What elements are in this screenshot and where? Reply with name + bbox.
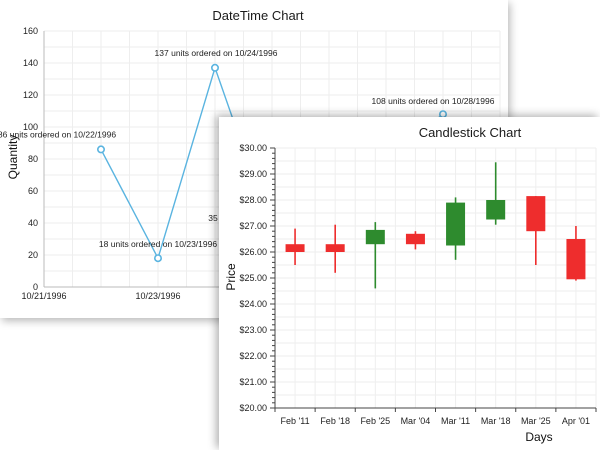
y-tick-label: 80 [28,154,38,164]
x-tick-label: Feb '11 [281,416,310,426]
data-label: 108 units ordered on 10/28/1996 [372,96,495,106]
data-label: 35 [208,213,218,223]
y-tick-label: $22.00 [239,351,267,361]
x-tick-label: Feb '25 [360,416,390,426]
datetime-annotations: 86 units ordered on 10/22/1996 18 units o… [0,48,495,249]
y-tick-label: 40 [28,218,38,228]
data-point [211,63,220,72]
x-tick-label: 10/23/1996 [135,291,180,301]
x-tick-label: Mar '18 [481,416,511,426]
candle-body [566,239,586,280]
candlestick-chart-title: Candlestick Chart [419,125,522,140]
candlestick-grid [274,147,597,409]
candle-body [446,202,466,246]
candle-body [285,244,305,252]
datetime-y-axis-label: Quantity [6,135,20,180]
candle-body [405,233,425,245]
y-tick-label: $21.00 [239,377,267,387]
y-tick-label: 0 [33,282,38,292]
candlestick-y-axis-label: Price [224,263,238,291]
datetime-chart-title: DateTime Chart [212,8,304,23]
y-tick-label: $29.00 [239,169,267,179]
candlestick-series [285,162,586,289]
y-tick-label: 20 [28,250,38,260]
x-tick-label: Feb '18 [320,416,350,426]
x-tick-label: Apr '01 [562,416,590,426]
y-tick-label: 100 [23,122,38,132]
candle-body [526,196,546,232]
x-tick-label: Mar '04 [401,416,431,426]
y-tick-label: $23.00 [239,325,267,335]
x-tick-label: 10/21/1996 [21,291,66,301]
candle-body [365,229,385,245]
data-label: 18 units ordered on 10/23/1996 [99,239,217,249]
y-tick-label: 140 [23,58,38,68]
y-tick-label: $27.00 [239,221,267,231]
y-tick-label: 120 [23,90,38,100]
y-tick-label: $20.00 [239,403,267,413]
candlestick-x-axis-label: Days [525,430,552,444]
candlestick-chart: $20.00 $21.00 $22.00 $23.00 $24.00 $25.00 $26.… [224,125,597,444]
y-tick-label: 160 [23,26,38,36]
y-tick-label: $28.00 [239,195,267,205]
y-tick-label: $25.00 [239,273,267,283]
y-tick-label: $24.00 [239,299,267,309]
data-point [154,254,163,263]
data-label: 86 units ordered on 10/22/1996 [0,129,116,139]
candle-body [325,244,345,252]
y-tick-label: 60 [28,186,38,196]
x-tick-label: Mar '11 [441,416,470,426]
data-label: 137 units ordered on 10/24/1996 [155,48,278,58]
candle-body [486,200,506,220]
y-tick-label: $30.00 [239,143,267,153]
data-point [97,145,106,154]
x-tick-label: Mar '25 [521,416,551,426]
candlestick-axes: $20.00 $21.00 $22.00 $23.00 $24.00 $25.00 $26.… [239,143,597,426]
candlestick-chart-panel: $20.00 $21.00 $22.00 $23.00 $24.00 $25.00 $26.… [219,117,600,450]
y-tick-label: $26.00 [239,247,267,257]
